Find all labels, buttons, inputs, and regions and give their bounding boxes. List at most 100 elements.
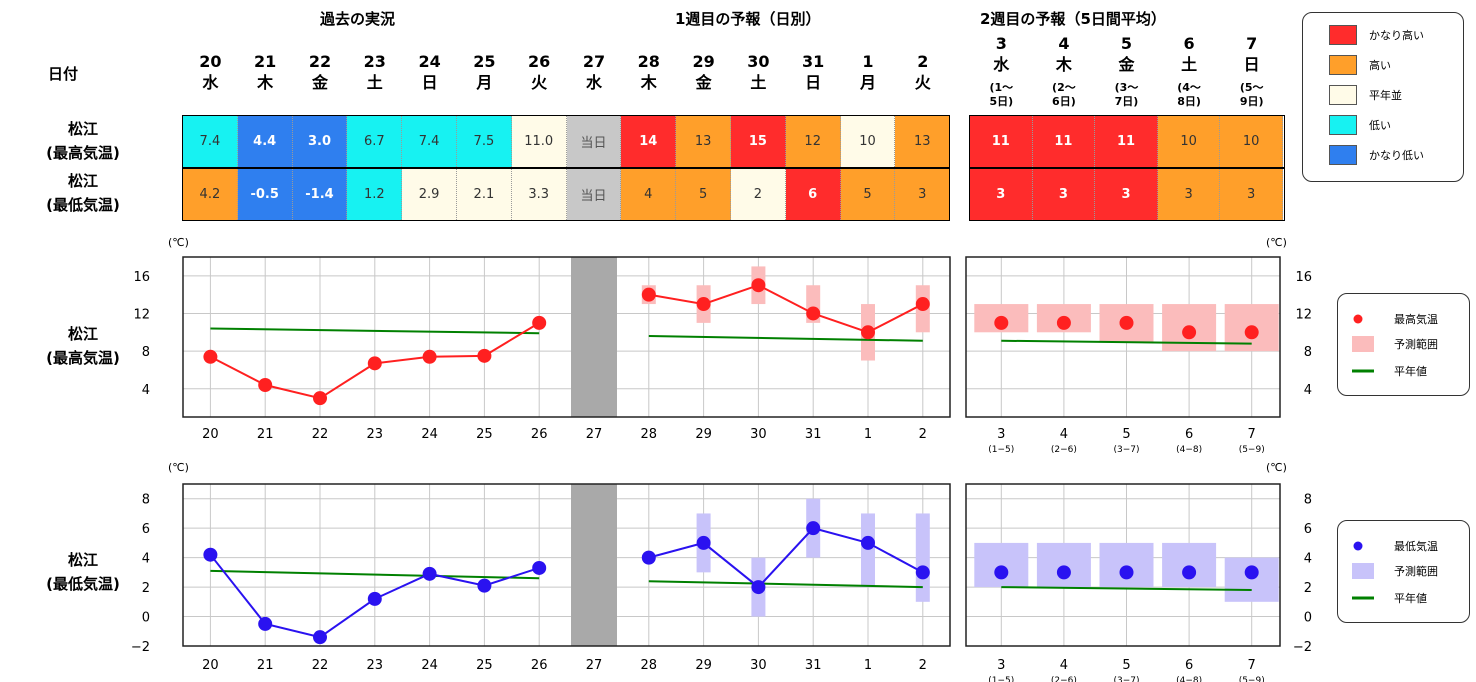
week2-point: [1056, 565, 1071, 580]
category-label: かなり低い: [1369, 149, 1424, 162]
date-weekday: 日: [805, 73, 822, 92]
observed-point: [532, 560, 547, 575]
date-weekday: 月: [859, 73, 876, 92]
table-row-label-1: 松江 (最低気温): [28, 169, 138, 217]
y-tick-label: 2: [142, 581, 150, 596]
date-header-2: 22 金: [295, 51, 345, 93]
week2-table-cell: 10: [1220, 116, 1283, 167]
date-weekday: 木: [257, 73, 274, 92]
observed-point: [367, 591, 382, 606]
forecast-point: [915, 565, 930, 580]
unit-label: (℃): [1266, 236, 1287, 249]
y-tick-label: 8: [142, 345, 150, 360]
y-tick-label: 8: [1304, 345, 1312, 360]
x-tick-label: 31: [805, 658, 822, 673]
observed-point: [422, 349, 437, 364]
observed-point: [477, 348, 492, 363]
range-start: (3〜: [1114, 81, 1139, 94]
date-weekday: 土: [750, 73, 767, 92]
row-station: 松江: [67, 172, 98, 190]
table-cell: 4: [621, 168, 677, 220]
date-header-3: 23 土: [350, 51, 400, 93]
week2-table-cell: 3: [1157, 168, 1221, 220]
date-weekday: 水: [202, 73, 219, 92]
observed-point: [532, 315, 547, 330]
week2-table-cell: 3: [1220, 168, 1283, 220]
row-type: (最低気温): [46, 196, 120, 214]
x-tick-label: 1: [864, 427, 872, 442]
observed-point: [203, 349, 218, 364]
chart-frame-main: [182, 483, 951, 647]
x-tick-sublabel: (1−5): [988, 676, 1014, 682]
x-tick-sublabel: (4−8): [1176, 445, 1202, 455]
normal-line-past: [210, 569, 540, 580]
x-tick-sublabel: (3−7): [1113, 676, 1139, 682]
x-tick-sublabel: (2−6): [1051, 445, 1077, 455]
category-swatch: [1329, 25, 1357, 45]
date-day: 7: [1246, 34, 1258, 53]
category-label: かなり高い: [1369, 29, 1424, 42]
table-cell: 当日: [566, 116, 622, 167]
x-tick-label: 24: [421, 427, 438, 442]
week2-point: [1182, 565, 1197, 580]
date-header-9: 29 金: [679, 51, 729, 93]
x-tick-label: 27: [586, 658, 603, 673]
observed-point: [313, 630, 327, 645]
date-weekday: 水: [585, 73, 602, 92]
table-cell: 12: [785, 116, 841, 167]
observed-point: [313, 391, 327, 406]
forecast-range-bar: [915, 513, 930, 602]
forecast-point: [751, 580, 766, 595]
date-weekday: 金: [311, 73, 328, 92]
date-day: 1: [862, 52, 874, 71]
range-start: (2〜: [1052, 81, 1076, 94]
x-tick-label: 24: [421, 658, 438, 673]
range-start: (5〜: [1239, 81, 1264, 94]
table-cell: 7.4: [402, 116, 457, 167]
x-tick-label: 5: [1122, 427, 1130, 442]
week2-range-bar: [1099, 542, 1154, 588]
y-tick-label: 12: [1295, 307, 1312, 322]
y-tick-label: −2: [1293, 640, 1312, 655]
x-tick-label: 29: [695, 427, 712, 442]
legend-range-icon: [1352, 563, 1374, 579]
forecast-range-bar: [861, 513, 875, 588]
y-tick-label: 8: [142, 493, 150, 508]
date-header-4: 24 日: [405, 51, 455, 93]
range-end: 5日): [989, 95, 1014, 108]
date-day: 25: [473, 52, 496, 71]
x-tick-label: 26: [531, 427, 548, 442]
observed-point: [477, 578, 492, 593]
header-week1: 1週目の予報（日別）: [675, 10, 821, 28]
week2-table-cell: 11: [1095, 116, 1158, 167]
legend-range-label: 予測範囲: [1394, 565, 1438, 578]
chart1-label-station: 松江: [67, 325, 98, 343]
y-tick-label: 4: [142, 552, 150, 567]
table-cell: 7.5: [457, 116, 512, 167]
legend-point-label: 最低気温: [1394, 540, 1438, 553]
chart1-label-type: (最高気温): [46, 349, 120, 367]
week2-range-label: (4〜 8日): [1165, 81, 1213, 109]
date-day: 27: [582, 52, 606, 71]
week2-range-bar: [974, 542, 1029, 588]
x-tick-label: 21: [257, 658, 274, 673]
x-tick-label: 4: [1060, 427, 1068, 442]
date-weekday: 土: [1181, 55, 1198, 74]
table-cell: 14: [621, 116, 677, 167]
x-tick-label: 6: [1185, 427, 1193, 442]
category-legend-item: かなり低い: [1329, 145, 1424, 165]
observed-point: [258, 616, 273, 631]
date-day: 24: [418, 52, 441, 71]
date-weekday: 火: [531, 73, 548, 92]
x-tick-label: 31: [805, 427, 822, 442]
week2-table-cell: 3: [1032, 168, 1096, 220]
x-tick-label: 23: [367, 427, 384, 442]
x-tick-sublabel: (5−9): [1239, 676, 1265, 682]
today-column: [571, 484, 617, 646]
x-tick-sublabel: (4−8): [1176, 676, 1202, 682]
week2-range-bar: [1036, 542, 1091, 588]
x-tick-label: 20: [202, 427, 219, 442]
y-tick-label: 12: [133, 307, 150, 322]
date-weekday: 金: [695, 73, 712, 92]
